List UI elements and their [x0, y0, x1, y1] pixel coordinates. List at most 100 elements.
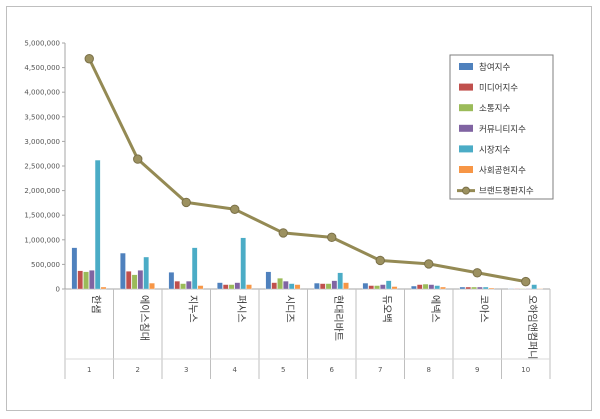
- legend-label: 브랜드평판지수: [479, 186, 534, 197]
- bar: [531, 284, 537, 290]
- legend-label: 소통지수: [479, 104, 510, 114]
- brand-index-line: [87, 58, 527, 284]
- bar: [368, 285, 374, 290]
- legend-swatch: [459, 145, 473, 153]
- y-tick-label: 3,500,000: [24, 113, 60, 121]
- y-tick-label: 2,500,000: [24, 163, 60, 171]
- category-label: 에이스침대: [138, 295, 150, 341]
- bar: [131, 274, 138, 290]
- bar: [422, 283, 429, 290]
- bar: [477, 286, 483, 290]
- bar: [519, 288, 526, 290]
- brand-index-point: [424, 259, 434, 269]
- bar: [294, 284, 301, 290]
- y-tick-label: 500,000: [31, 261, 60, 269]
- category-label: 오하임앤컴퍼니: [526, 295, 539, 359]
- legend-label: 사회공헌지수: [479, 166, 526, 176]
- legend-label: 참여지수: [479, 62, 510, 73]
- legend-swatch: [459, 104, 473, 112]
- bar: [465, 286, 471, 290]
- bar: [222, 284, 229, 290]
- bar: [343, 282, 349, 290]
- bar: [508, 288, 514, 290]
- y-tick-label: 1,000,000: [24, 236, 60, 244]
- legend-swatch: [459, 63, 473, 70]
- category-number: 9: [475, 366, 479, 374]
- bar: [234, 282, 241, 290]
- brand-index-point: [84, 54, 94, 64]
- category-number: 10: [521, 366, 530, 374]
- category-number: 2: [136, 366, 140, 374]
- chart-frame: 0 500,000 1,000,000 1,500,000 2,000,000 2,500…: [6, 6, 592, 411]
- bar: [168, 272, 175, 290]
- y-tick-label: 2,000,000: [24, 187, 60, 195]
- bar: [83, 271, 89, 290]
- y-tick-label: 4,000,000: [24, 89, 60, 97]
- bar: [411, 285, 417, 290]
- bar: [77, 270, 83, 290]
- y-tick-label: 1,500,000: [24, 212, 60, 220]
- legend-line-marker: [462, 186, 470, 195]
- bar: [149, 282, 155, 290]
- brand-index-point: [278, 228, 288, 238]
- category-number: 4: [233, 366, 238, 374]
- bar: [180, 283, 186, 290]
- category-label: 현대리바트: [332, 295, 344, 341]
- bar: [482, 286, 489, 290]
- bar: [314, 282, 320, 290]
- bar: [240, 237, 246, 290]
- brand-index-point: [327, 232, 337, 243]
- bar: [277, 278, 283, 290]
- category-label: 퍼시스: [235, 295, 247, 323]
- bar: [459, 286, 466, 290]
- bar: [143, 256, 149, 290]
- brand-index-point: [133, 154, 143, 164]
- bar: [385, 280, 392, 290]
- y-tick-label: 4,500,000: [24, 64, 60, 72]
- brand-index-point: [472, 268, 482, 278]
- category-number: 3: [184, 366, 188, 374]
- bar: [197, 285, 204, 290]
- legend-swatch: [459, 166, 473, 173]
- legend-label: 커뮤니티지수: [479, 124, 526, 135]
- y-tick-label: 5,000,000: [24, 40, 60, 48]
- bar: [537, 288, 543, 290]
- category-number: 8: [427, 366, 431, 374]
- category-label: 에넥스: [429, 295, 441, 323]
- category-number: 5: [281, 366, 285, 374]
- bar: [416, 284, 423, 290]
- bar: [325, 283, 332, 290]
- bar: [137, 270, 144, 290]
- bar: [513, 288, 520, 290]
- bar: [288, 283, 295, 290]
- category-label: 지누스: [186, 295, 198, 323]
- bar: [174, 280, 180, 290]
- bar: [374, 285, 380, 290]
- bar: [100, 286, 107, 290]
- bar: [362, 282, 369, 290]
- brand-index-point: [181, 197, 191, 208]
- bar: [191, 247, 198, 290]
- legend-label: 시장지수: [479, 144, 510, 155]
- category-number: 7: [378, 366, 382, 374]
- bar: [265, 271, 272, 290]
- brand-reputation-chart: 0 500,000 1,000,000 1,500,000 2,000,000 2,500…: [24, 40, 554, 379]
- bar: [331, 280, 338, 290]
- bar: [319, 283, 326, 290]
- bar: [271, 282, 277, 290]
- bar: [434, 285, 440, 290]
- category-label: 시디즈: [283, 295, 295, 323]
- bar: [380, 284, 386, 290]
- bar: [125, 271, 132, 290]
- bar: [488, 287, 495, 290]
- category-number: 1: [87, 366, 91, 374]
- brand-index-point: [375, 255, 385, 266]
- bar: [428, 284, 435, 290]
- legend-label: 미디어지수: [479, 83, 518, 94]
- bar: [94, 159, 101, 290]
- bar: [71, 247, 78, 290]
- bar: [337, 272, 343, 290]
- bar: [89, 270, 95, 290]
- y-tick-label: 3,000,000: [24, 138, 60, 146]
- category-label: 듀오백: [380, 295, 392, 323]
